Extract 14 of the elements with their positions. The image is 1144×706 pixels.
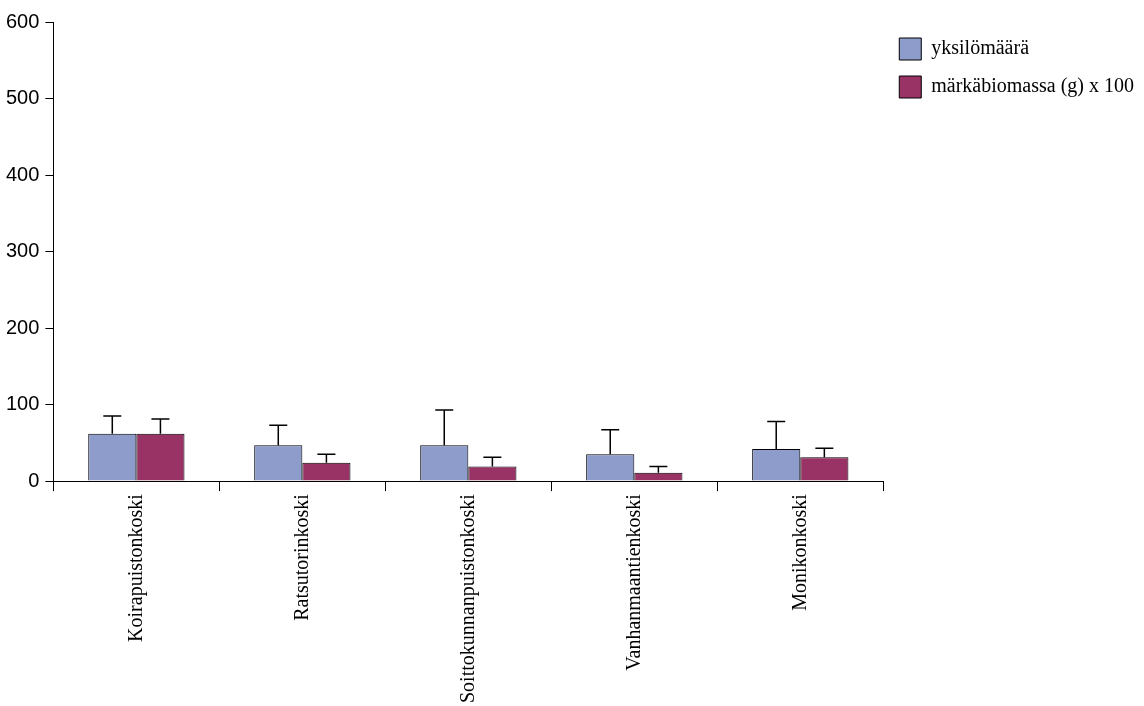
y-tick-label: 200	[5, 315, 40, 338]
legend-label: märkäbiomassa (g) x 100	[931, 74, 1135, 98]
y-tick-label: 600	[5, 9, 40, 32]
legend-label: yksilömäärä	[931, 36, 1030, 60]
y-tick-label: 400	[5, 162, 40, 185]
x-tick-label: Monikonkoski	[787, 493, 810, 611]
y-tick-label: 100	[5, 392, 40, 415]
x-tick-label: Vanhanmaantienkoski	[621, 493, 644, 671]
y-tick-label: 0	[28, 468, 40, 491]
x-tick-label: Ratsutorinkoski	[289, 493, 312, 621]
y-tick-label: 500	[5, 86, 40, 109]
x-tick-label: Koirapuistonkoski	[123, 493, 147, 642]
y-tick-label: 300	[5, 239, 40, 262]
x-tick-label: Soittokunnanpuistonkoski	[455, 493, 479, 703]
